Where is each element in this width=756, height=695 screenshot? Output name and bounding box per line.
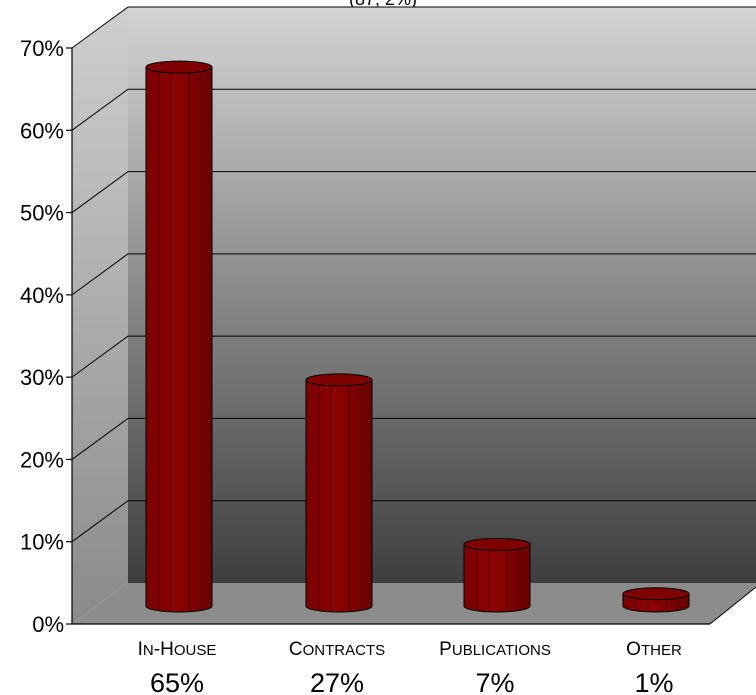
- bar-top: [305, 373, 373, 387]
- category-label: IN-HOUSE: [138, 639, 217, 660]
- bar-contracts: [305, 373, 373, 613]
- gridline: [71, 500, 756, 543]
- gridline: [71, 88, 756, 131]
- back-wall: [128, 7, 756, 583]
- category-label: PUBLICATIONS: [439, 639, 551, 660]
- gridline: [71, 417, 756, 460]
- data-label: 27%: [310, 668, 364, 695]
- y-tick-label: 50%: [20, 201, 64, 226]
- y-tick-label: 20%: [20, 447, 64, 472]
- gridline: [71, 253, 756, 296]
- category-label: CONTRACTS: [289, 639, 385, 660]
- y-tick-label: 10%: [20, 530, 64, 555]
- y-tick-label: 60%: [20, 118, 64, 143]
- data-label: 1%: [634, 668, 673, 695]
- bar-top: [145, 60, 213, 74]
- chart-title: (87, 2%): [349, 0, 417, 9]
- bars: [145, 60, 690, 613]
- bar-publications: [463, 537, 531, 613]
- gridline: [71, 6, 756, 49]
- y-tick-label: 40%: [20, 283, 64, 308]
- bar-body: [145, 66, 213, 613]
- gridlines: [71, 6, 756, 543]
- y-axis-ticks: 0% 10% 20% 30% 40% 50% 60% 70%: [20, 36, 72, 637]
- data-label: 65%: [150, 668, 204, 695]
- bar-other: [622, 587, 690, 613]
- gridline: [71, 171, 756, 213]
- data-labels: 65% 27% 7% 1%: [150, 668, 674, 695]
- bar-body: [305, 379, 373, 613]
- side-wall: [72, 7, 128, 624]
- floor-edge-line: [709, 586, 756, 625]
- bar-body: [463, 543, 531, 613]
- bar-top: [622, 587, 690, 601]
- floor: [72, 583, 756, 624]
- category-labels: IN-HOUSE CONTRACTS PUBLICATIONS OTHER: [138, 639, 682, 660]
- y-tick-label: 30%: [20, 365, 64, 390]
- bar-top: [463, 537, 531, 551]
- category-label: OTHER: [626, 639, 682, 660]
- data-label: 7%: [475, 668, 514, 695]
- gridline: [71, 335, 756, 378]
- bar-in-house: [145, 60, 213, 613]
- y-tick-label: 0%: [32, 612, 64, 637]
- y-tick-label: 70%: [20, 36, 64, 61]
